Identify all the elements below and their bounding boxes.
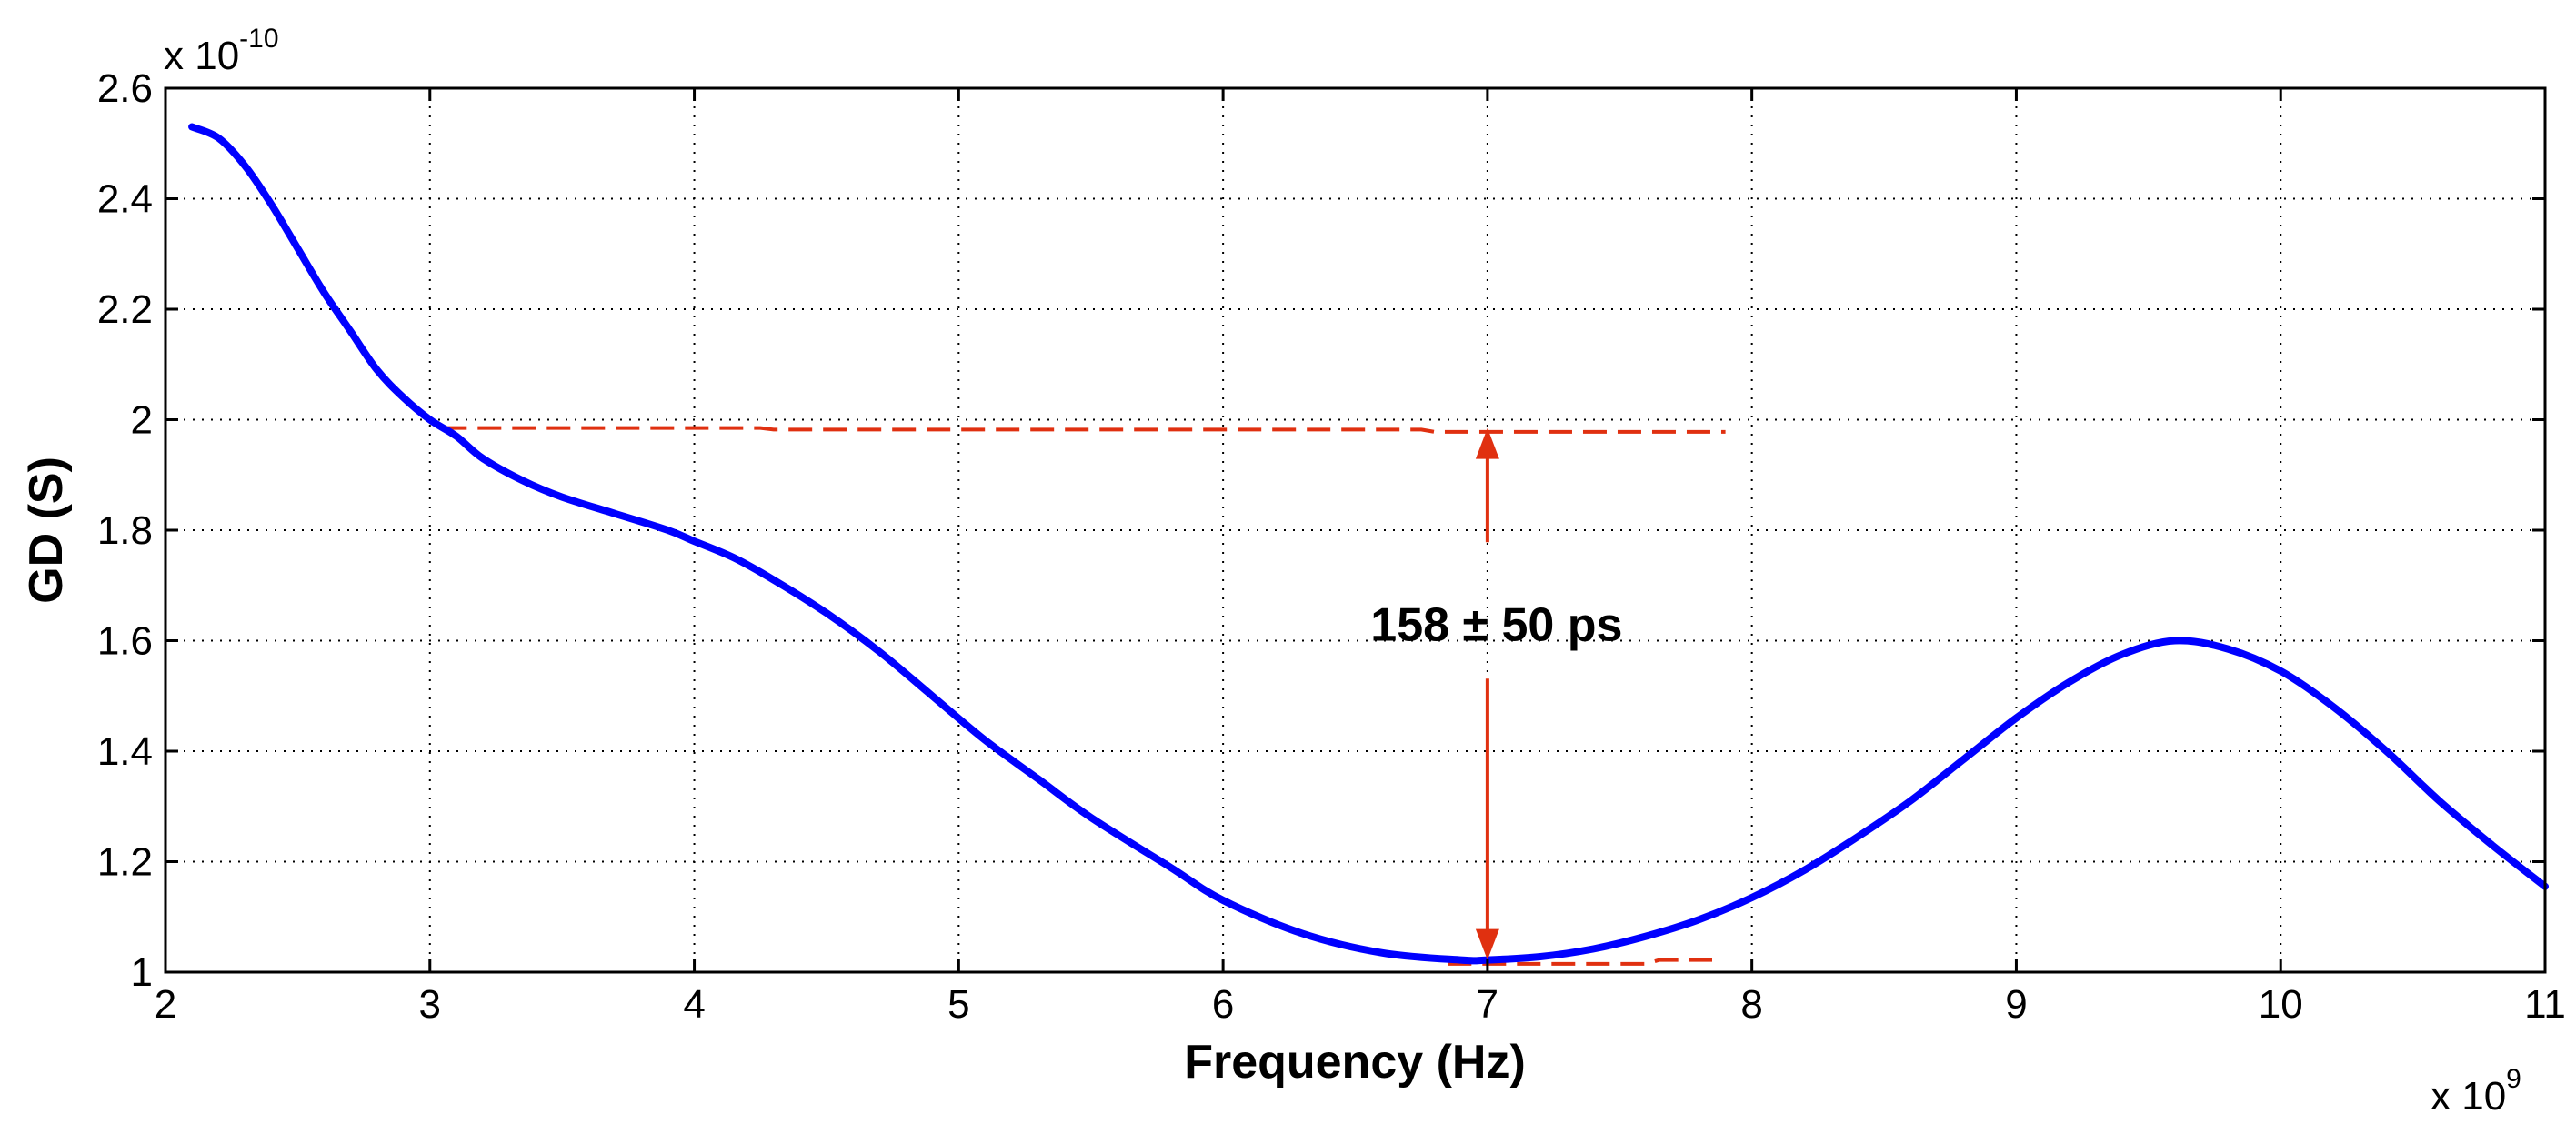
arrow-head-down xyxy=(1475,928,1499,960)
y-multiplier: x 10-10 xyxy=(164,24,279,78)
x-tick-label: 7 xyxy=(1477,982,1498,1027)
x-multiplier: x 109 xyxy=(2431,1064,2521,1119)
plot-background xyxy=(165,88,2545,972)
y-tick-label: 2 xyxy=(131,398,153,443)
x-tick-label: 5 xyxy=(947,982,969,1027)
x-tick-label: 2 xyxy=(155,982,176,1027)
x-axis-label: Frequency (Hz) xyxy=(1184,1036,1526,1089)
x-tick-label: 6 xyxy=(1212,982,1234,1027)
y-tick-label: 1.4 xyxy=(97,729,153,774)
x-tick-label: 9 xyxy=(2005,982,2027,1027)
y-tick-label: 1.8 xyxy=(97,508,153,553)
y-axis-label: GD (S) xyxy=(20,457,73,604)
y-tick-label: 2.6 xyxy=(97,66,153,111)
arrow-head-up xyxy=(1475,427,1499,459)
x-tick-label: 3 xyxy=(419,982,441,1027)
reference-lines xyxy=(443,426,1726,966)
y-tick-label: 1 xyxy=(131,950,153,995)
x-tick-label: 4 xyxy=(683,982,705,1027)
y-tick-label: 1.2 xyxy=(97,840,153,885)
grid-lines xyxy=(165,88,2545,972)
y-tick-label: 1.6 xyxy=(97,619,153,664)
x-tick-label: 8 xyxy=(1740,982,1762,1027)
upper-ref-line xyxy=(443,426,1726,434)
annotation-group: 158 ± 50 ps xyxy=(1370,427,1622,960)
x-tick-label: 11 xyxy=(2524,982,2566,1027)
gd-series-line xyxy=(188,123,2549,965)
y-tick-label: 2.4 xyxy=(97,177,153,222)
y-tick-label: 2.2 xyxy=(97,287,153,332)
x-tick-label: 10 xyxy=(2259,982,2303,1027)
annotation-text: 158 ± 50 ps xyxy=(1370,598,1622,651)
